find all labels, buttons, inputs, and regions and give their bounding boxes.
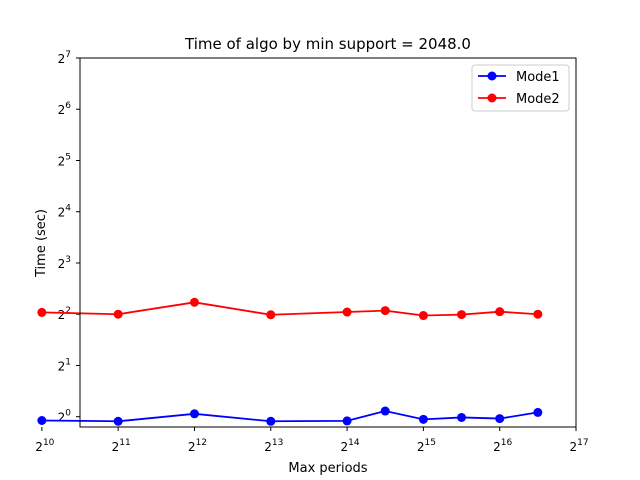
x-tick-label: 211 <box>112 438 131 454</box>
data-point-mode1 <box>342 416 352 426</box>
data-point-mode2 <box>342 307 352 317</box>
series-line-mode1 <box>41 410 538 423</box>
data-point-mode2 <box>189 297 199 307</box>
data-point-mode1 <box>37 415 47 425</box>
data-point-mode1 <box>189 409 199 419</box>
x-tick-label: 210 <box>35 438 54 454</box>
data-point-mode2 <box>266 310 276 320</box>
data-point-mode1 <box>457 412 467 422</box>
x-tick-label: 214 <box>341 438 360 454</box>
y-axis-label: Time (sec) <box>34 209 49 278</box>
y-tick-label: 22 <box>58 306 71 322</box>
chart-title: Time of algo by min support = 2048.0 <box>184 35 471 53</box>
data-point-mode1 <box>266 416 276 426</box>
data-point-mode2 <box>418 311 428 321</box>
y-tick-label: 25 <box>58 152 71 168</box>
series-line-mode2 <box>41 301 538 317</box>
data-point-mode1 <box>418 414 428 424</box>
legend-label-mode1: Mode1 <box>516 70 560 85</box>
y-tick-label: 24 <box>58 204 72 220</box>
data-point-mode1 <box>495 414 505 424</box>
legend-label-mode2: Mode2 <box>516 92 560 107</box>
data-point-mode1 <box>113 416 123 426</box>
legend-marker-mode2 <box>487 93 497 103</box>
data-point-mode2 <box>380 306 390 316</box>
y-tick-label: 23 <box>58 255 71 271</box>
x-tick-label: 217 <box>569 438 588 454</box>
plot-frame <box>79 57 577 428</box>
y-tick-label: 20 <box>58 409 72 425</box>
data-point-mode2 <box>113 309 123 319</box>
data-point-mode1 <box>533 407 543 417</box>
x-tick-label: 213 <box>264 438 283 454</box>
x-tick-label: 212 <box>188 438 207 454</box>
x-tick-label: 215 <box>417 438 436 454</box>
data-point-mode2 <box>37 307 47 317</box>
data-point-mode1 <box>380 406 390 416</box>
y-tick-label: 26 <box>58 101 72 117</box>
data-point-mode2 <box>457 310 467 320</box>
data-point-mode2 <box>495 307 505 317</box>
data-point-mode2 <box>533 309 543 319</box>
x-axis-label: Max periods <box>288 461 367 476</box>
legend: Mode1 Mode2 <box>471 64 570 112</box>
y-tick-label: 21 <box>58 357 71 373</box>
y-tick-label: 27 <box>58 50 71 66</box>
x-tick-label: 216 <box>493 438 512 454</box>
legend-marker-mode1 <box>487 71 497 81</box>
plot-area: 210 211 212 213 214 215 216 217 20 21 22 23 24 25 26 27 <box>35 50 588 454</box>
